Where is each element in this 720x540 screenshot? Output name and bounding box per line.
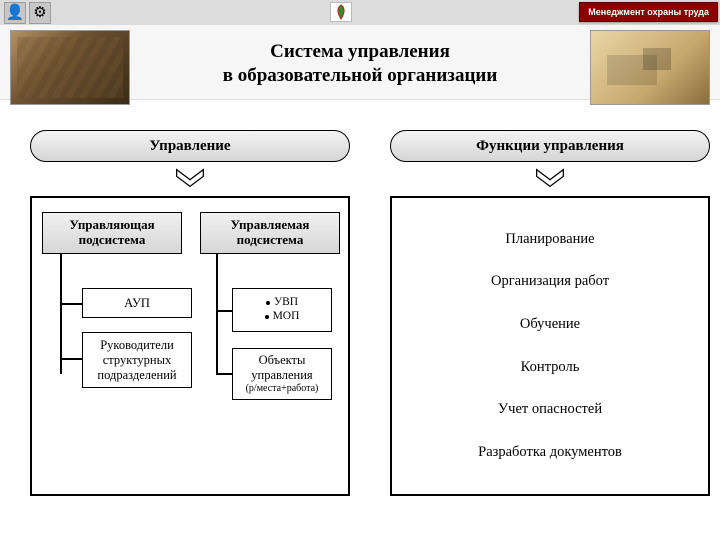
func-item: Организация работ: [491, 273, 609, 290]
pill-management: Управление: [30, 130, 350, 162]
func-item: Планирование: [505, 231, 594, 248]
connector: [60, 358, 82, 360]
box-aup: АУП: [82, 288, 192, 318]
arrow-left: [30, 168, 350, 188]
box-leaders: Руководители структурных подразделений: [82, 332, 192, 388]
title-line-1: Система управления: [270, 41, 450, 62]
connector: [216, 254, 218, 374]
subsystem-managed: Управляемая подсистема: [200, 212, 340, 254]
leaf-icon: [330, 2, 352, 22]
chevron-down-icon: [173, 168, 207, 188]
connector: [216, 373, 232, 375]
gear-icon: ⚙: [29, 2, 51, 24]
subsystem-managing: Управляющая подсистема: [42, 212, 182, 254]
page-title: Система управления в образовательной орг…: [140, 40, 580, 88]
top-icon-group: 👤 ⚙: [4, 0, 51, 25]
functions-box: Планирование Организация работ Обучение …: [390, 196, 710, 496]
chevron-down-icon: [533, 168, 567, 188]
pill-functions: Функции управления: [390, 130, 710, 162]
column-functions: Функции управления Планирование Организа…: [390, 130, 710, 496]
bullet-uvp: УВП: [266, 296, 298, 310]
box-objects-sub: (р/места+работа): [246, 383, 319, 395]
box-objects-label: Объекты управления: [237, 353, 327, 383]
user-icon: 👤: [4, 2, 26, 24]
column-management: Управление Управляющая подсистема Управл…: [30, 130, 350, 496]
title-line-2: в образовательной организации: [223, 65, 498, 86]
func-item: Обучение: [520, 316, 580, 333]
func-item: Учет опасностей: [498, 401, 602, 418]
header-image-left: [10, 30, 130, 105]
func-item: Разработка документов: [478, 444, 622, 461]
connector: [60, 303, 82, 305]
management-box: Управляющая подсистема Управляемая подси…: [30, 196, 350, 496]
arrow-right: [390, 168, 710, 188]
func-item: Контроль: [521, 359, 580, 376]
header-badge: Менеджмент охраны труда: [579, 2, 718, 22]
connector: [216, 310, 232, 312]
box-objects: Объекты управления (р/места+работа): [232, 348, 332, 400]
header-image-right: [590, 30, 710, 105]
box-uvp-mop: УВП МОП: [232, 288, 332, 332]
connector: [60, 254, 62, 374]
bullet-mop: МОП: [265, 310, 300, 324]
